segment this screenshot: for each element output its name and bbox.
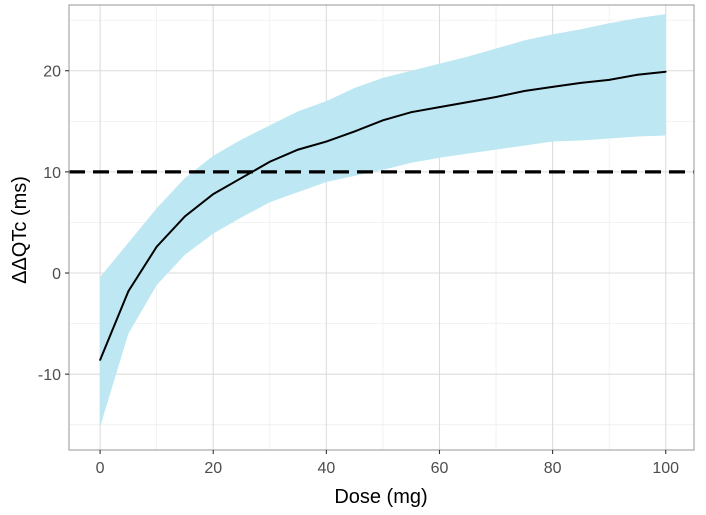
data-point bbox=[636, 73, 639, 76]
y-tick-label: 0 bbox=[52, 266, 61, 283]
data-point bbox=[608, 78, 611, 81]
y-tick-label: 10 bbox=[43, 165, 61, 182]
axis-ticks: 0 20 40 60 80 100 -10 0 10 20 bbox=[38, 64, 679, 477]
series-layer bbox=[99, 70, 667, 361]
x-tick-label: 0 bbox=[96, 460, 105, 477]
data-point bbox=[127, 290, 130, 293]
y-tick-label: 20 bbox=[43, 64, 61, 81]
panel-border bbox=[68, 4, 695, 451]
data-point bbox=[297, 148, 299, 151]
data-point bbox=[664, 70, 667, 73]
data-point bbox=[382, 119, 384, 122]
data-point bbox=[466, 101, 469, 103]
x-tick-label: 60 bbox=[431, 460, 449, 477]
x-tick-label: 20 bbox=[204, 460, 222, 477]
data-point bbox=[212, 193, 215, 196]
data-point bbox=[240, 177, 243, 179]
panel-frame bbox=[68, 4, 695, 451]
x-tick-label: 40 bbox=[317, 460, 335, 477]
confidence-band bbox=[100, 14, 666, 427]
data-point bbox=[99, 359, 102, 361]
data-point bbox=[438, 106, 441, 109]
data-point bbox=[523, 90, 526, 92]
data-point bbox=[268, 160, 271, 163]
data-point bbox=[495, 96, 497, 98]
confidence-band-layer bbox=[100, 14, 666, 427]
y-tick-label: -10 bbox=[38, 367, 61, 384]
data-point bbox=[579, 81, 582, 84]
data-point bbox=[353, 130, 356, 133]
data-point bbox=[155, 245, 158, 248]
data-point bbox=[551, 86, 554, 88]
x-tick-label: 80 bbox=[544, 460, 562, 477]
data-point bbox=[325, 140, 328, 143]
x-axis-title: Dose (mg) bbox=[334, 486, 427, 508]
data-point bbox=[184, 215, 186, 218]
data-point bbox=[410, 111, 413, 114]
y-axis-title: ΔΔQTc (ms) bbox=[9, 176, 31, 284]
x-tick-label: 100 bbox=[652, 460, 679, 477]
